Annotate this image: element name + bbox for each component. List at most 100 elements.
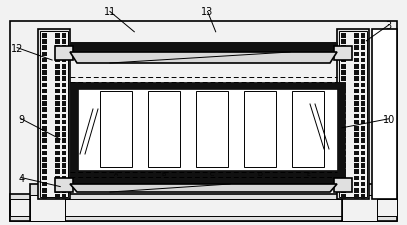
Bar xyxy=(61,151,66,156)
Bar xyxy=(42,108,46,112)
Bar xyxy=(42,133,46,137)
Bar xyxy=(61,145,66,149)
Polygon shape xyxy=(70,184,337,192)
Bar xyxy=(148,92,180,167)
Bar xyxy=(55,145,59,149)
Bar xyxy=(70,177,337,187)
Bar xyxy=(55,188,59,193)
Bar xyxy=(361,77,365,81)
Bar xyxy=(334,178,352,192)
Bar xyxy=(42,151,46,156)
Bar xyxy=(361,170,365,174)
Bar xyxy=(341,83,346,88)
Text: E: E xyxy=(306,171,310,176)
Text: B: B xyxy=(162,171,166,176)
Bar xyxy=(341,164,346,168)
Bar xyxy=(341,145,346,149)
Bar xyxy=(42,176,46,180)
Bar xyxy=(354,52,359,57)
Text: C: C xyxy=(210,171,214,176)
Bar xyxy=(361,114,365,119)
Text: 10: 10 xyxy=(383,114,395,124)
Bar xyxy=(42,34,46,38)
Bar xyxy=(55,83,59,88)
Text: 12: 12 xyxy=(11,43,23,53)
Bar xyxy=(341,34,346,38)
Bar xyxy=(61,176,66,180)
Bar xyxy=(10,22,397,221)
Bar xyxy=(196,92,228,167)
Bar xyxy=(42,126,46,131)
Bar xyxy=(341,157,346,162)
Bar xyxy=(341,77,346,81)
Bar xyxy=(42,102,46,106)
Bar xyxy=(361,96,365,100)
Bar xyxy=(42,157,46,162)
Bar xyxy=(354,71,359,75)
Bar xyxy=(341,120,346,125)
Bar xyxy=(61,58,66,63)
Bar xyxy=(361,52,365,57)
Bar xyxy=(42,170,46,174)
Bar xyxy=(42,52,46,57)
Bar xyxy=(61,133,66,137)
Bar xyxy=(341,108,346,112)
Bar xyxy=(354,102,359,106)
Bar xyxy=(55,58,59,63)
Bar xyxy=(70,170,345,177)
Bar xyxy=(337,30,369,199)
Bar xyxy=(341,58,346,63)
Bar xyxy=(341,114,346,119)
Bar xyxy=(55,71,59,75)
Bar xyxy=(55,96,59,100)
Text: A: A xyxy=(114,171,118,176)
Bar xyxy=(55,89,59,94)
Bar xyxy=(55,151,59,156)
Bar xyxy=(354,145,359,149)
Bar xyxy=(61,83,66,88)
Bar xyxy=(354,139,359,143)
Bar xyxy=(42,40,46,45)
Bar xyxy=(341,65,346,69)
Bar xyxy=(354,65,359,69)
Bar xyxy=(61,120,66,125)
Bar xyxy=(10,194,397,221)
Bar xyxy=(361,120,365,125)
Bar xyxy=(30,184,65,221)
Bar xyxy=(244,92,276,167)
Bar xyxy=(341,170,346,174)
Bar xyxy=(342,195,377,221)
Bar xyxy=(334,47,352,61)
Bar xyxy=(361,83,365,88)
Bar xyxy=(361,133,365,137)
Bar xyxy=(341,188,346,193)
Bar xyxy=(354,114,359,119)
Bar xyxy=(42,145,46,149)
Bar xyxy=(61,108,66,112)
Bar xyxy=(354,58,359,63)
Bar xyxy=(55,164,59,168)
Bar xyxy=(61,170,66,174)
Bar xyxy=(61,34,66,38)
Bar xyxy=(354,151,359,156)
Bar xyxy=(341,96,346,100)
Bar xyxy=(61,126,66,131)
Bar xyxy=(61,77,66,81)
Bar xyxy=(70,43,337,53)
Text: 4: 4 xyxy=(18,173,24,183)
Bar xyxy=(354,83,359,88)
Bar xyxy=(61,114,66,119)
Bar xyxy=(341,102,346,106)
Bar xyxy=(354,170,359,174)
Bar xyxy=(361,89,365,94)
Bar xyxy=(361,188,365,193)
Bar xyxy=(342,184,377,221)
Bar xyxy=(339,32,367,197)
Bar xyxy=(341,46,346,51)
Bar xyxy=(361,65,365,69)
Bar xyxy=(361,46,365,51)
Text: 11: 11 xyxy=(104,7,116,17)
Bar xyxy=(354,89,359,94)
Bar xyxy=(55,182,59,187)
Bar xyxy=(40,32,68,197)
